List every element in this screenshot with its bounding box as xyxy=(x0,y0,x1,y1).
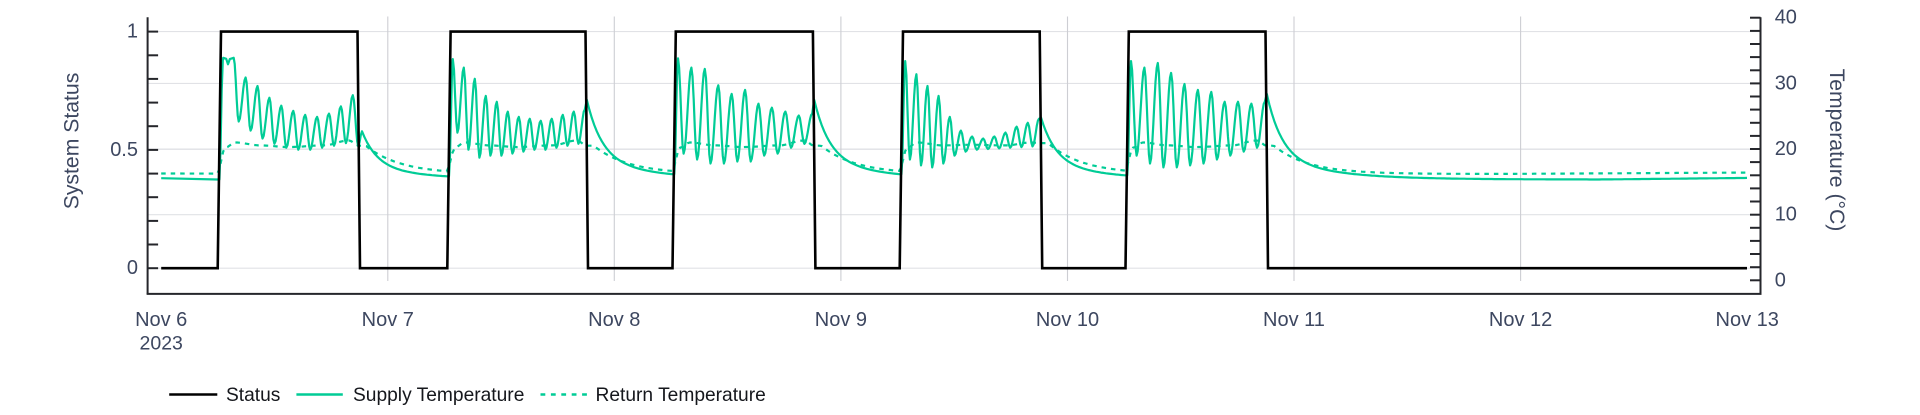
svg-text:Nov 12: Nov 12 xyxy=(1489,309,1552,331)
svg-text:30: 30 xyxy=(1775,72,1797,94)
svg-text:Status: Status xyxy=(226,385,280,406)
svg-text:Nov 9: Nov 9 xyxy=(815,309,867,331)
svg-text:Nov 13: Nov 13 xyxy=(1716,309,1779,331)
svg-text:10: 10 xyxy=(1775,204,1797,226)
svg-text:Nov 11: Nov 11 xyxy=(1263,309,1325,331)
svg-text:Nov 7: Nov 7 xyxy=(362,309,414,331)
svg-text:40: 40 xyxy=(1775,7,1797,29)
svg-text:System Status: System Status xyxy=(61,73,84,210)
svg-text:Return Temperature: Return Temperature xyxy=(596,385,766,406)
svg-text:2023: 2023 xyxy=(140,333,183,355)
svg-text:0: 0 xyxy=(127,257,138,279)
svg-text:0: 0 xyxy=(1775,269,1786,291)
svg-text:Nov 6: Nov 6 xyxy=(135,309,187,331)
svg-text:0.5: 0.5 xyxy=(110,139,138,161)
svg-text:20: 20 xyxy=(1775,138,1797,160)
svg-text:Nov 8: Nov 8 xyxy=(588,309,640,331)
svg-text:Supply Temperature: Supply Temperature xyxy=(353,385,524,406)
svg-text:1: 1 xyxy=(127,21,138,43)
svg-text:Nov 10: Nov 10 xyxy=(1036,309,1099,331)
svg-text:Temperature (°C): Temperature (°C) xyxy=(1825,69,1848,232)
